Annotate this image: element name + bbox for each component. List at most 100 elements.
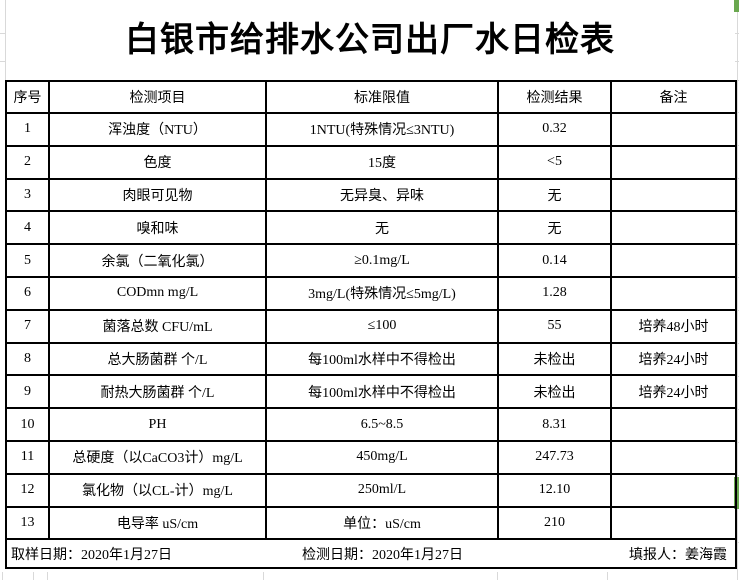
cell-standard[interactable]: 无	[265, 210, 499, 246]
cell-note[interactable]	[610, 472, 737, 508]
cell-item[interactable]: 嗅和味	[48, 210, 267, 246]
cell-item[interactable]: CODmn mg/L	[48, 275, 267, 311]
gridline	[735, 211, 739, 212]
gridline	[735, 376, 739, 377]
gridline	[735, 145, 739, 146]
cell-no[interactable]: 13	[5, 505, 50, 541]
cell-standard[interactable]: ≥0.1mg/L	[265, 243, 499, 278]
cell-item[interactable]: 菌落总数 CFU/mL	[48, 308, 267, 344]
cell-standard[interactable]: 单位：uS/cm	[265, 505, 499, 541]
cell-note[interactable]: 培养24小时	[610, 341, 737, 377]
cell-result[interactable]: 8.31	[497, 407, 612, 442]
cell-item[interactable]: 总硬度（以CaCO3计）mg/L	[48, 439, 267, 475]
cell-note[interactable]	[610, 505, 737, 541]
header-cell-result[interactable]: 检测结果	[497, 80, 612, 114]
cell-no[interactable]: 1	[5, 112, 50, 147]
gridline	[735, 343, 739, 344]
cell-result[interactable]: <5	[497, 144, 612, 180]
table-row: 13 电导率 uS/cm 单位：uS/cm 210	[5, 505, 737, 541]
cell-item[interactable]: 肉眼可见物	[48, 177, 267, 213]
cell-item[interactable]: 耐热大肠菌群 个/L	[48, 374, 267, 410]
cell-result[interactable]: 未检出	[497, 341, 612, 377]
inspection-table: 序号 检测项目 标准限值 检测结果 备注 1 浑浊度（NTU） 1NTU(特殊情…	[5, 80, 737, 570]
table-row: 3 肉眼可见物 无异臭、异味 无	[5, 177, 737, 213]
cell-item[interactable]: PH	[48, 407, 267, 442]
table-row: 6 CODmn mg/L 3mg/L(特殊情况≤5mg/L) 1.28	[5, 275, 737, 311]
cell-item[interactable]: 余氯（二氧化氯）	[48, 243, 267, 278]
cell-result[interactable]: 无	[497, 210, 612, 246]
gridline	[607, 572, 608, 580]
cell-standard[interactable]: 每100ml水样中不得检出	[265, 341, 499, 377]
cell-no[interactable]: 10	[5, 407, 50, 442]
cell-no[interactable]: 3	[5, 177, 50, 213]
cell-note[interactable]	[610, 210, 737, 246]
cell-standard[interactable]: 250ml/L	[265, 472, 499, 508]
cell-note[interactable]: 培养48小时	[610, 308, 737, 344]
cell-no[interactable]: 12	[5, 472, 50, 508]
cell-no[interactable]: 6	[5, 275, 50, 311]
cell-no[interactable]: 4	[5, 210, 50, 246]
cell-item[interactable]: 电导率 uS/cm	[48, 505, 267, 541]
gridline	[735, 61, 739, 62]
gridline	[497, 572, 498, 580]
gridline	[0, 61, 5, 62]
cell-result[interactable]: 未检出	[497, 374, 612, 410]
gridline	[735, 33, 739, 34]
cell-note[interactable]	[610, 275, 737, 311]
header-cell-item[interactable]: 检测项目	[48, 80, 267, 114]
cell-result[interactable]: 210	[497, 505, 612, 541]
header-cell-standard[interactable]: 标准限值	[265, 80, 499, 114]
gridline	[0, 33, 5, 34]
gridline	[735, 409, 739, 410]
cell-note[interactable]	[610, 243, 737, 278]
cell-no[interactable]: 5	[5, 243, 50, 278]
cell-result[interactable]: 1.28	[497, 275, 612, 311]
cell-note[interactable]	[610, 439, 737, 475]
gridline	[735, 244, 739, 245]
cell-standard[interactable]: 每100ml水样中不得检出	[265, 374, 499, 410]
cell-note[interactable]: 培养24小时	[610, 374, 737, 410]
gridline	[735, 442, 739, 443]
cell-no[interactable]: 8	[5, 341, 50, 377]
cell-no[interactable]: 11	[5, 439, 50, 475]
cell-item[interactable]: 氯化物（以CL-计）mg/L	[48, 472, 267, 508]
cell-result[interactable]: 12.10	[497, 472, 612, 508]
gridline	[47, 572, 48, 580]
table-header-row: 序号 检测项目 标准限值 检测结果 备注	[5, 80, 737, 114]
cell-no[interactable]: 9	[5, 374, 50, 410]
cell-standard[interactable]: 6.5~8.5	[265, 407, 499, 442]
cell-note[interactable]	[610, 407, 737, 442]
cell-note[interactable]	[610, 112, 737, 147]
gridline	[737, 0, 738, 580]
header-cell-no[interactable]: 序号	[5, 80, 50, 114]
table-row: 1 浑浊度（NTU） 1NTU(特殊情况≤3NTU) 0.32	[5, 112, 737, 147]
cell-result[interactable]: 247.73	[497, 439, 612, 475]
cell-note[interactable]	[610, 144, 737, 180]
cell-note[interactable]	[610, 177, 737, 213]
cell-item[interactable]: 总大肠菌群 个/L	[48, 341, 267, 377]
cell-result[interactable]: 无	[497, 177, 612, 213]
cell-result[interactable]: 55	[497, 308, 612, 344]
header-cell-note[interactable]: 备注	[610, 80, 737, 114]
table-row: 4 嗅和味 无 无	[5, 210, 737, 246]
test-date-label: 检测日期：2020年1月27日	[302, 547, 463, 563]
table-row: 10 PH 6.5~8.5 8.31	[5, 407, 737, 442]
footer-cell[interactable]: 取样日期：2020年1月27日 检测日期：2020年1月27日 填报人：姜海霞	[5, 538, 737, 570]
cell-standard[interactable]: ≤100	[265, 308, 499, 344]
cell-result[interactable]: 0.14	[497, 243, 612, 278]
cell-standard[interactable]: 15度	[265, 144, 499, 180]
table-row: 11 总硬度（以CaCO3计）mg/L 450mg/L 247.73	[5, 439, 737, 475]
table-row: 2 色度 15度 <5	[5, 144, 737, 180]
cell-no[interactable]: 7	[5, 308, 50, 344]
cell-standard[interactable]: 3mg/L(特殊情况≤5mg/L)	[265, 275, 499, 311]
gridline	[735, 112, 739, 113]
cell-standard[interactable]: 无异臭、异味	[265, 177, 499, 213]
page-title: 白银市给排水公司出厂水日检表	[125, 21, 615, 59]
cell-item[interactable]: 色度	[48, 144, 267, 180]
cell-item[interactable]: 浑浊度（NTU）	[48, 112, 267, 147]
cell-result[interactable]: 0.32	[497, 112, 612, 147]
cell-standard[interactable]: 450mg/L	[265, 439, 499, 475]
cell-standard[interactable]: 1NTU(特殊情况≤3NTU)	[265, 112, 499, 147]
cell-no[interactable]: 2	[5, 144, 50, 180]
gridline	[735, 310, 739, 311]
